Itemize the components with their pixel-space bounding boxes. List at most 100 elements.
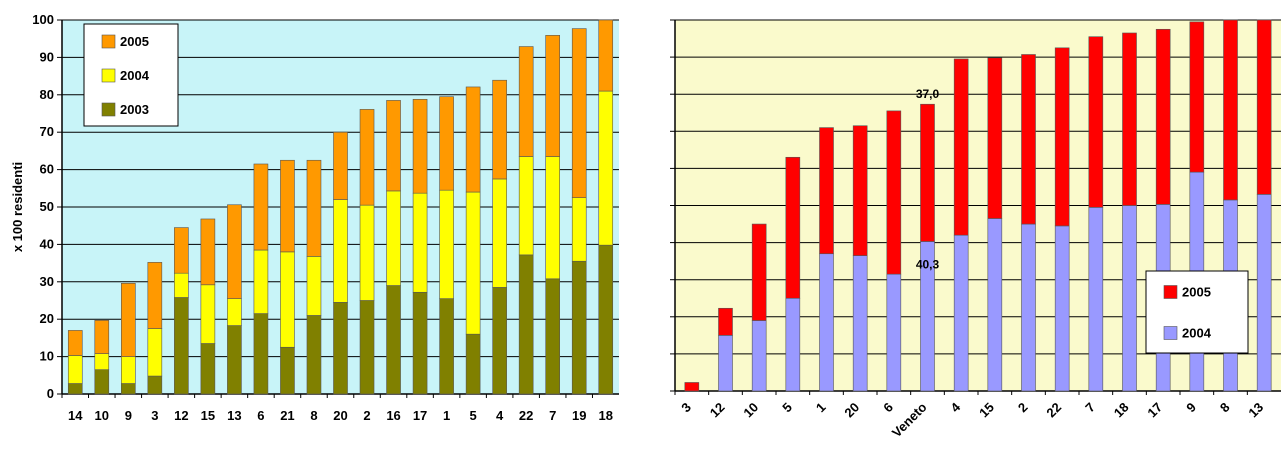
bar-segment-2003 bbox=[67, 383, 83, 395]
x-tick-label: 15 bbox=[201, 408, 215, 423]
legend-label: 2004 bbox=[120, 68, 150, 83]
x-tick-label: 14 bbox=[68, 408, 83, 423]
x-tick-label: 8 bbox=[1217, 400, 1233, 416]
bar-segment-2005 bbox=[253, 163, 269, 251]
x-tick-label: 21 bbox=[280, 408, 294, 423]
bar-segment-2003 bbox=[121, 383, 136, 395]
bar-segment-2003 bbox=[253, 313, 269, 395]
x-tick-label: 1 bbox=[813, 400, 829, 416]
bar-segment-2004 bbox=[306, 256, 322, 316]
x-tick-label: 20 bbox=[333, 408, 347, 423]
bar-segment-2003 bbox=[518, 254, 534, 395]
y-tick-label: 70 bbox=[40, 124, 54, 139]
x-tick-label: 7 bbox=[1082, 400, 1098, 416]
bar-segment-2005 bbox=[886, 110, 902, 275]
y-tick-label: 40 bbox=[40, 236, 54, 251]
bar-segment-2005 bbox=[412, 98, 428, 194]
x-tick-label: 2 bbox=[1015, 400, 1031, 416]
bar-segment-2003 bbox=[227, 325, 242, 395]
bar-segment-2005 bbox=[920, 103, 935, 242]
bar-segment-2005 bbox=[439, 96, 454, 191]
x-tick-label: 9 bbox=[125, 408, 132, 423]
x-tick-label: 6 bbox=[880, 400, 896, 416]
x-tick-label: 17 bbox=[413, 408, 427, 423]
bar-segment-2005 bbox=[1155, 28, 1171, 205]
bar-segment-2004 bbox=[200, 284, 216, 344]
bar-segment-2005 bbox=[359, 109, 375, 206]
legend-label: 2005 bbox=[120, 34, 149, 49]
bar-segment-2004 bbox=[886, 273, 902, 392]
bar-segment-2005 bbox=[987, 57, 1003, 219]
bar-segment-2004 bbox=[718, 335, 733, 392]
x-tick-label: 13 bbox=[1245, 400, 1266, 421]
x-tick-label: 18 bbox=[1111, 400, 1132, 421]
legend-swatch-2004 bbox=[1163, 326, 1178, 340]
bar-segment-2004 bbox=[1122, 205, 1137, 392]
bar-segment-2004 bbox=[94, 353, 110, 370]
bar-segment-2005 bbox=[174, 227, 189, 274]
legend-swatch-2004 bbox=[101, 68, 116, 83]
bar-segment-2003 bbox=[174, 297, 189, 395]
bar-segment-2005 bbox=[121, 282, 136, 357]
bar-segment-2005 bbox=[147, 262, 163, 329]
bar-segment-2004 bbox=[412, 192, 428, 293]
bar-segment-2005 bbox=[1122, 32, 1137, 206]
x-tick-label: 8 bbox=[310, 408, 317, 423]
bar-segment-2004 bbox=[953, 234, 969, 392]
bar-segment-2005 bbox=[953, 58, 969, 236]
bar-segment-2004 bbox=[359, 204, 375, 301]
x-tick-label: 10 bbox=[95, 408, 109, 423]
x-tick-label: 4 bbox=[496, 408, 504, 423]
data-annotation: 40,3 bbox=[916, 258, 940, 272]
bar-segment-2003 bbox=[545, 278, 560, 395]
bar-segment-2005 bbox=[852, 125, 868, 256]
bar-segment-2004 bbox=[852, 255, 868, 392]
bar-segment-2005 bbox=[751, 223, 767, 321]
x-tick-label: Veneto bbox=[889, 399, 930, 440]
legend-swatch-2003 bbox=[101, 102, 116, 117]
legend-label: 2004 bbox=[1182, 326, 1212, 341]
bar-segment-2003 bbox=[94, 369, 110, 395]
bar-segment-2004 bbox=[333, 199, 348, 303]
bar-segment-2004 bbox=[280, 251, 295, 348]
bar-segment-2005 bbox=[518, 46, 534, 157]
x-tick-label: 22 bbox=[1043, 400, 1064, 421]
y-tick-label: 50 bbox=[40, 199, 54, 214]
x-tick-label: 17 bbox=[1144, 400, 1165, 421]
x-tick-label: 7 bbox=[549, 408, 556, 423]
y-tick-label: 90 bbox=[40, 49, 54, 64]
y-tick-label: 30 bbox=[40, 274, 54, 289]
x-tick-label: 20 bbox=[841, 400, 862, 421]
bar-segment-2005 bbox=[465, 86, 481, 193]
bar-segment-2004 bbox=[819, 253, 834, 392]
x-tick-label: 2 bbox=[363, 408, 370, 423]
bar-segment-2005 bbox=[227, 204, 242, 299]
bar-segment-2004 bbox=[598, 90, 614, 246]
bar-segment-2005 bbox=[1054, 47, 1070, 227]
bar-segment-2005 bbox=[1189, 21, 1205, 173]
x-tick-label: 15 bbox=[976, 400, 997, 421]
x-tick-label: 3 bbox=[151, 408, 158, 423]
bar-segment-2005 bbox=[280, 159, 295, 253]
x-tick-label: 12 bbox=[174, 408, 188, 423]
bar-segment-2004 bbox=[174, 272, 189, 298]
bar-segment-2004 bbox=[1021, 223, 1036, 392]
bar-segment-2003 bbox=[359, 300, 375, 395]
bar-segment-2005 bbox=[598, 19, 614, 92]
bar-segment-2005 bbox=[718, 307, 733, 336]
bar-segment-2004 bbox=[386, 190, 401, 286]
bar-segment-2003 bbox=[147, 375, 163, 395]
bar-segment-2003 bbox=[386, 285, 401, 395]
x-tick-label: 5 bbox=[779, 400, 795, 416]
bar-segment-2003 bbox=[412, 291, 428, 395]
x-tick-label: 13 bbox=[227, 408, 241, 423]
bar-segment-2004 bbox=[67, 355, 83, 384]
legend: 2005 2004 2003 bbox=[83, 23, 179, 127]
x-tick-label: 9 bbox=[1183, 400, 1199, 416]
y-tick-label: 20 bbox=[40, 311, 54, 326]
bar-segment-2004 bbox=[751, 320, 767, 392]
bar-segment-2003 bbox=[465, 333, 481, 395]
bar-segment-2005 bbox=[1021, 54, 1036, 225]
bar-segment-2004 bbox=[227, 298, 242, 326]
